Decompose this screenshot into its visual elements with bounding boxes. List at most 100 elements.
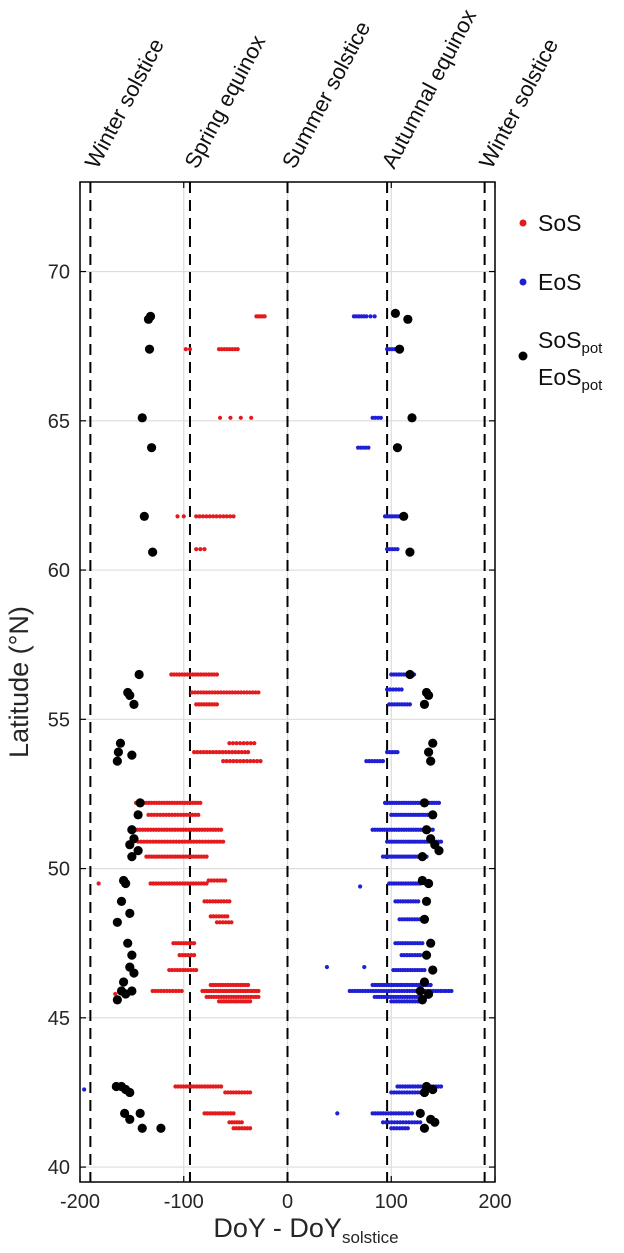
- SoS-point: [221, 759, 226, 764]
- SoS-point: [204, 854, 209, 859]
- EoS-point: [390, 687, 396, 692]
- EoS-point: [409, 1120, 414, 1125]
- y-tick-label: 70: [48, 262, 70, 284]
- EoS-point: [418, 1120, 423, 1125]
- EoS-point: [372, 314, 377, 319]
- SoS-point: [221, 690, 226, 695]
- SoS-point: [184, 812, 189, 817]
- SoS-point: [156, 839, 161, 844]
- EoS-point: [406, 1120, 411, 1125]
- pot-point: [127, 750, 137, 760]
- SoS-point: [226, 920, 231, 925]
- SoS-point: [256, 690, 261, 695]
- x-tick-label: -100: [164, 1191, 204, 1213]
- pot-point: [135, 798, 145, 808]
- SoS-point: [215, 839, 220, 844]
- SoS-point: [220, 920, 225, 925]
- legend-label-eos-pot-sub: pot: [581, 377, 603, 394]
- y-tick-label: 65: [48, 411, 70, 433]
- SoS-point: [231, 514, 236, 519]
- SoS-point: [251, 759, 256, 764]
- SoS-point: [224, 690, 229, 695]
- legend-label-sos-pot: SoSpot: [538, 327, 603, 357]
- SoS-point: [211, 750, 216, 755]
- pot-point: [407, 413, 417, 423]
- EoS-point: [380, 1120, 386, 1125]
- pot-point: [120, 1108, 130, 1118]
- SoS-point: [173, 988, 178, 994]
- SoS-point: [189, 690, 195, 695]
- SoS-point: [194, 967, 199, 973]
- SoS-point: [194, 547, 199, 552]
- SoS-point: [195, 750, 200, 755]
- SoS-point: [176, 988, 181, 994]
- pot-point: [399, 511, 409, 521]
- EoS-point: [366, 445, 371, 450]
- SoS-point: [194, 514, 199, 519]
- SoS-point: [189, 953, 194, 958]
- scatter-points: [82, 308, 454, 1133]
- SoS-point: [141, 839, 147, 844]
- SoS-point: [153, 839, 158, 844]
- SoS-point: [214, 672, 220, 677]
- pot-point: [419, 914, 430, 924]
- pot-point: [419, 1123, 430, 1133]
- SoS-point: [180, 953, 185, 958]
- SoS-point: [231, 1111, 236, 1116]
- EoS-point: [362, 964, 367, 970]
- pot-point: [424, 690, 434, 701]
- pot-point: [112, 995, 122, 1005]
- SoS-point: [191, 839, 196, 844]
- pot-point: [115, 738, 126, 748]
- EoS-point: [420, 941, 425, 946]
- SoS-point: [217, 920, 222, 925]
- SoS-point: [207, 750, 213, 755]
- SoS-point: [186, 953, 191, 958]
- pot-point: [125, 690, 135, 701]
- legend-marker-sos: [519, 219, 527, 227]
- SoS-point: [248, 1090, 253, 1095]
- y-tick-label: 55: [48, 709, 70, 731]
- EoS-point: [385, 687, 390, 692]
- pot-point: [121, 878, 131, 889]
- SoS-point: [214, 750, 219, 755]
- SoS-point: [227, 759, 233, 764]
- SoS-point: [163, 812, 169, 817]
- SoS-point: [194, 839, 199, 844]
- SoS-point: [221, 839, 226, 844]
- SoS-point: [172, 812, 177, 817]
- SoS-point: [248, 1126, 253, 1131]
- SoS-point: [149, 812, 154, 817]
- event-labels: Winter solstice Spring equinox Summer sols…: [80, 5, 563, 172]
- SoS-point: [156, 988, 161, 994]
- EoS-point: [395, 1120, 400, 1125]
- pot-point: [434, 846, 444, 856]
- SoS-point: [206, 839, 211, 844]
- EoS-point: [324, 964, 330, 970]
- legend-label-sos-pot-sub: pot: [581, 340, 603, 357]
- pot-point: [415, 986, 425, 996]
- pot-point: [127, 825, 137, 835]
- EoS-point: [415, 1120, 420, 1125]
- SoS-point: [237, 741, 243, 746]
- SoS-point: [228, 415, 233, 420]
- SoS-point: [214, 920, 220, 925]
- event-label: Winter solstice: [474, 34, 563, 172]
- EoS-point: [386, 1120, 391, 1125]
- SoS-point: [241, 759, 246, 764]
- SoS-point: [204, 690, 209, 695]
- EoS-point: [449, 988, 454, 994]
- SoS-point: [212, 839, 217, 844]
- pot-point: [424, 747, 434, 757]
- x-tick-label: 200: [478, 1191, 511, 1213]
- pot-point: [419, 798, 430, 808]
- SoS-point: [96, 881, 101, 886]
- SoS-point: [162, 988, 167, 994]
- x-tick-label: 100: [375, 1191, 408, 1213]
- pot-point: [405, 669, 415, 680]
- SoS-point: [244, 690, 250, 695]
- SoS-point: [170, 988, 176, 994]
- EoS-point: [395, 750, 400, 755]
- pot-point: [417, 852, 427, 862]
- SoS-point: [150, 988, 155, 994]
